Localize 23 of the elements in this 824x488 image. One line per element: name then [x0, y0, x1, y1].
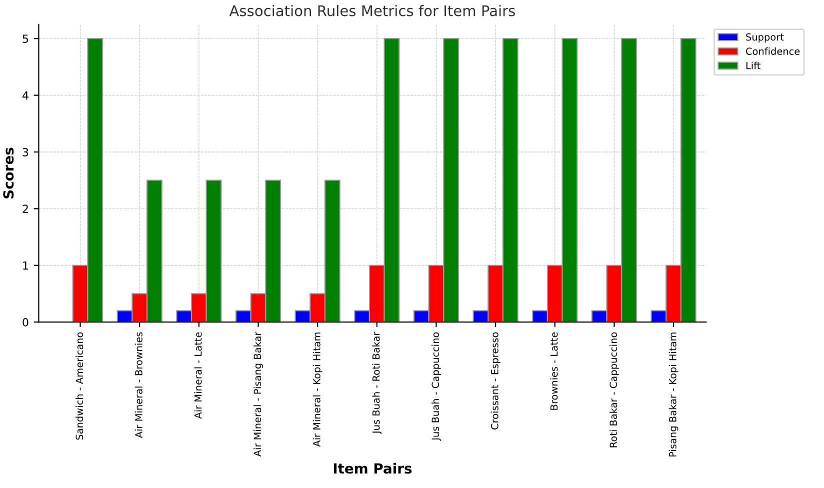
x-tick-label: Air Mineral - Pisang Bakar [254, 332, 263, 457]
x-tick-label: Brownies - Latte [550, 332, 558, 410]
y-axis-title: Scores [3, 148, 14, 198]
legend-label: Lift [746, 62, 760, 70]
x-tick-label: Air Mineral - Latte [194, 332, 202, 419]
y-tick-label: 1 [23, 262, 28, 270]
x-tick-label: Pisang Bakar - Kopi Hitam [668, 332, 678, 456]
legend-label: Confidence [746, 47, 800, 55]
legend-label: Support [746, 33, 784, 43]
x-tick-label: Jus Buah - Roti Bakar [372, 332, 382, 434]
chart-title: Association Rules Metrics for Item Pairs [229, 4, 515, 16]
y-tick-label: 0 [22, 318, 28, 326]
y-tick-label: 4 [22, 91, 28, 100]
x-tick-label: Roti Bakar - Cappuccino [610, 332, 619, 448]
x-axis-title: Item Pairs [334, 462, 412, 474]
y-tick-label: 2 [22, 204, 28, 213]
x-tick-label: Sandwich - Americano [76, 332, 84, 440]
x-tick-label: Jus Buah - Cappuccino [432, 332, 441, 441]
y-tick-label: 3 [22, 148, 28, 156]
x-tick-label: Air Mineral - Brownies [134, 332, 142, 438]
x-tick-label: Croissant - Espresso [490, 332, 500, 430]
y-tick-label: 5 [22, 34, 28, 43]
x-tick-label: Air Mineral - Kopi Hitam [312, 332, 322, 447]
